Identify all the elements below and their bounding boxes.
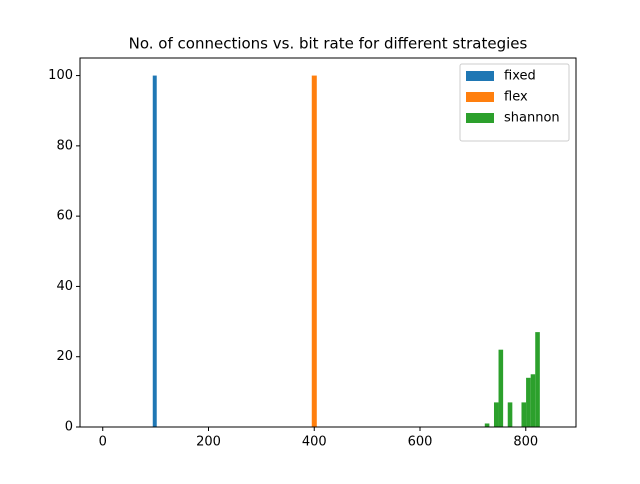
legend-label: flex — [504, 90, 528, 105]
bar — [507, 402, 513, 427]
plot-frame — [79, 57, 577, 428]
x-tick-label: 200 — [196, 435, 221, 450]
x-tick-label: 800 — [513, 435, 538, 450]
y-tick-label: 100 — [48, 68, 73, 83]
bar — [530, 374, 536, 427]
y-tick-label: 40 — [56, 279, 73, 294]
x-tick-label: 400 — [302, 435, 327, 450]
bar — [535, 332, 540, 427]
bar — [493, 402, 499, 427]
bar — [484, 423, 490, 427]
bar — [498, 349, 504, 427]
legend-swatch — [466, 92, 494, 102]
chart-title: No. of connections vs. bit rate for diff… — [129, 35, 528, 53]
x-tick-label: 600 — [408, 435, 433, 450]
legend-label: shannon — [504, 111, 560, 126]
bar — [152, 75, 157, 428]
bar — [521, 402, 527, 427]
x-tick-label: 0 — [99, 435, 107, 450]
y-tick-label: 20 — [56, 349, 73, 364]
bar — [311, 75, 317, 428]
y-tick-label: 0 — [65, 420, 73, 435]
legend-swatch — [466, 71, 494, 81]
bar — [526, 377, 531, 427]
legend-swatch — [466, 113, 494, 123]
legend-label: fixed — [504, 69, 536, 84]
y-tick-label: 80 — [56, 138, 73, 153]
y-tick-label: 60 — [56, 209, 73, 224]
